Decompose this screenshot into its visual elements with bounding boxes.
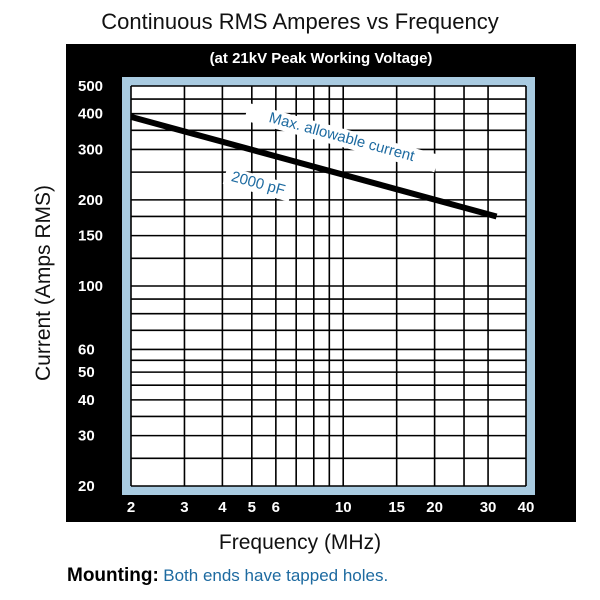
x-tick-label: 5 — [248, 499, 256, 516]
y-tick-label: 30 — [78, 428, 95, 445]
y-tick-label: 50 — [78, 364, 95, 381]
y-tick-label: 500 — [78, 78, 103, 95]
x-tick-label: 15 — [388, 499, 405, 516]
chart-title: Continuous RMS Amperes vs Frequency — [101, 9, 499, 34]
y-tick-label: 300 — [78, 141, 103, 158]
y-tick-label: 20 — [78, 478, 95, 495]
x-tick-label: 2 — [127, 499, 135, 516]
x-tick-label: 30 — [480, 499, 497, 516]
y-axis-label: Current (Amps RMS) — [32, 184, 55, 382]
y-tick-label: 60 — [78, 341, 95, 358]
annotation-background — [222, 166, 294, 202]
x-tick-label: 4 — [218, 499, 227, 516]
mounting-note: Mounting: Both ends have tapped holes. — [67, 565, 388, 587]
mounting-label: Mounting: — [67, 565, 159, 586]
x-tick-label: 3 — [180, 499, 188, 516]
x-tick-label: 10 — [335, 499, 352, 516]
y-tick-label: 100 — [78, 278, 103, 295]
x-axis-label: Frequency (MHz) — [218, 531, 382, 554]
y-tick-label: 200 — [78, 192, 103, 209]
mounting-value: Both ends have tapped holes. — [163, 566, 389, 585]
x-tick-label: 6 — [272, 499, 280, 516]
y-tick-label: 400 — [78, 106, 103, 123]
x-tick-label: 20 — [426, 499, 443, 516]
y-tick-label: 150 — [78, 228, 103, 245]
y-tick-label: 40 — [78, 392, 95, 409]
x-tick-label: 40 — [518, 499, 535, 516]
annotation-background — [244, 103, 440, 173]
chart-subtitle: (at 21kV Peak Working Voltage) — [209, 50, 433, 67]
series-line — [130, 113, 498, 220]
